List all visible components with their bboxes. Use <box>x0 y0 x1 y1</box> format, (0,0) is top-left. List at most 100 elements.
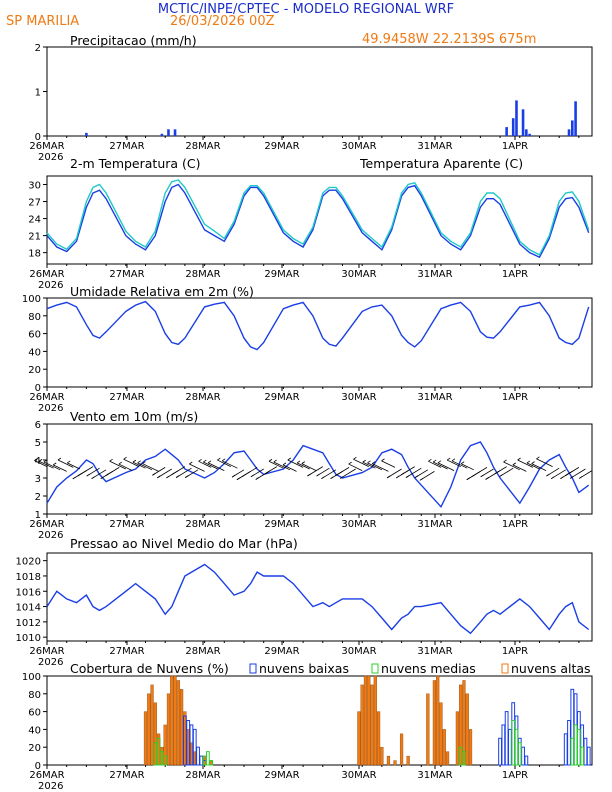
panel-rh: 0 20 40 60 80 100 26MAR 27MAR 28MAR 29MAR 30MAR 31M… <box>22 284 593 414</box>
cloud-bar-nuvens-altas <box>147 693 151 766</box>
cloud-bar-nuvens-baixas <box>567 720 571 766</box>
y-tick-label: 6 <box>35 420 41 431</box>
x-tick-label: 29MAR <box>264 269 299 280</box>
cloud-bar-nuvens-medias <box>163 755 168 766</box>
wind-arrow-head <box>43 459 48 463</box>
precip-bar <box>167 129 170 136</box>
y-tick-label: 1020 <box>16 557 41 568</box>
wind-arrow <box>451 460 468 469</box>
wind-arrow <box>137 462 153 471</box>
wind-arrow <box>118 463 133 471</box>
x-tick-label: 31MAR <box>417 141 452 152</box>
cloud-bar-nuvens-altas <box>180 689 184 766</box>
cloud-bar-nuvens-baixas <box>583 737 588 766</box>
y-tick-label: 100 <box>22 294 41 305</box>
series-line-pres-0 <box>46 563 590 635</box>
x-tick-label: 31MAR <box>417 646 452 657</box>
wind-arrow <box>517 459 534 468</box>
wind-arrow-head <box>175 475 180 478</box>
x-tick-label: 27MAR <box>109 770 144 781</box>
wind-arrow <box>53 464 67 472</box>
cloud-bar-nuvens-altas <box>406 755 410 766</box>
wind-arrow-head <box>52 462 57 466</box>
wind-arrow-head <box>109 458 113 462</box>
x-year-label: 2026 <box>38 530 63 541</box>
wind-arrow-head <box>551 476 555 480</box>
y-tick-label: 30 <box>28 181 41 192</box>
wind-arrow-head <box>255 477 259 480</box>
y-tick-label: 40 <box>28 347 41 358</box>
wind-arrow <box>142 463 159 472</box>
y-tick-label: 0 <box>35 761 41 772</box>
cloud-bar-nuvens-altas <box>399 733 404 766</box>
wind-arrow-head <box>372 461 376 464</box>
y-tick-label: 24 <box>28 215 41 226</box>
cloud-bar-nuvens-baixas <box>563 733 568 766</box>
cloud-bar-nuvens-medias <box>209 760 214 766</box>
y-tick-label: 80 <box>28 690 41 701</box>
wind-arrow-head <box>287 457 291 461</box>
cloud-bar-nuvens-altas <box>442 729 446 766</box>
x-tick-label: 28MAR <box>185 519 220 530</box>
precip-bar <box>521 109 525 136</box>
wind-arrow-head <box>91 476 95 480</box>
wind-arrow <box>461 463 474 471</box>
wind-arrow-head <box>340 476 344 479</box>
legend-apparent-temperature: Temperatura Aparente (C) <box>359 156 523 171</box>
wind-arrow-head <box>437 460 442 464</box>
x-tick-label: 27MAR <box>109 269 144 280</box>
x-tick-label: 30MAR <box>341 646 376 657</box>
wind-arrow-head <box>546 473 550 477</box>
wind-arrow <box>38 460 54 469</box>
wind-arrow <box>362 461 376 469</box>
cloud-bar-nuvens-baixas <box>508 728 512 766</box>
wind-arrow-head <box>362 459 366 463</box>
wind-arrow-head <box>171 472 175 476</box>
y-tick-label: 18 <box>28 249 41 260</box>
cloud-bar-nuvens-altas <box>455 711 459 766</box>
y-tick-label: 1018 <box>16 572 41 583</box>
y-tick-label: 0 <box>35 383 41 394</box>
cloud-bar-nuvens-baixas <box>524 755 529 766</box>
y-tick-label: 1016 <box>16 587 41 598</box>
wind-arrow <box>503 461 520 471</box>
cloud-bar-nuvens-medias <box>462 751 466 766</box>
wind-arrow <box>301 463 317 471</box>
wind-arrow-head <box>531 461 535 464</box>
cloud-bar-nuvens-altas <box>380 747 384 766</box>
wind-arrow-head <box>268 458 273 462</box>
panel-title: 2-m Temperatura (C) <box>70 156 201 171</box>
wind-arrow <box>372 463 389 472</box>
wind-arrow-head <box>560 476 564 480</box>
x-tick-label: 1APR <box>502 646 528 657</box>
x-tick-label: 27MAR <box>109 141 144 152</box>
legend-swatch <box>371 663 379 674</box>
x-tick-label: 26MAR <box>29 141 64 152</box>
x-tick-label: 28MAR <box>185 141 220 152</box>
wind-arrow-head <box>569 476 574 479</box>
x-tick-label: 28MAR <box>185 770 220 781</box>
cloud-bar-nuvens-altas <box>426 693 430 766</box>
wind-arrow <box>287 459 304 468</box>
wind-arrow-head <box>217 457 221 461</box>
x-tick-label: 1APR <box>502 392 528 403</box>
cloud-bar-nuvens-altas <box>166 693 171 766</box>
wind-arrow <box>428 460 442 468</box>
wind-arrow <box>57 459 74 468</box>
x-year-label: 2026 <box>38 781 63 792</box>
panel-frame <box>46 46 593 137</box>
wind-arrow <box>132 461 146 469</box>
wind-arrow <box>536 458 553 467</box>
wind-arrow-head <box>386 475 391 479</box>
x-tick-label: 27MAR <box>109 392 144 403</box>
wind-arrow-head <box>38 458 43 462</box>
panel-frame <box>46 423 593 515</box>
cloud-bar-nuvens-altas <box>465 693 469 766</box>
cloud-bar-nuvens-altas <box>393 760 397 766</box>
x-tick-label: 30MAR <box>341 141 376 152</box>
wind-arrow-head <box>471 474 475 478</box>
panel-frame <box>46 175 593 265</box>
wind-arrow-head <box>264 471 269 475</box>
wind-arrow-head <box>400 472 405 476</box>
cloud-bar-nuvens-altas <box>376 711 381 766</box>
